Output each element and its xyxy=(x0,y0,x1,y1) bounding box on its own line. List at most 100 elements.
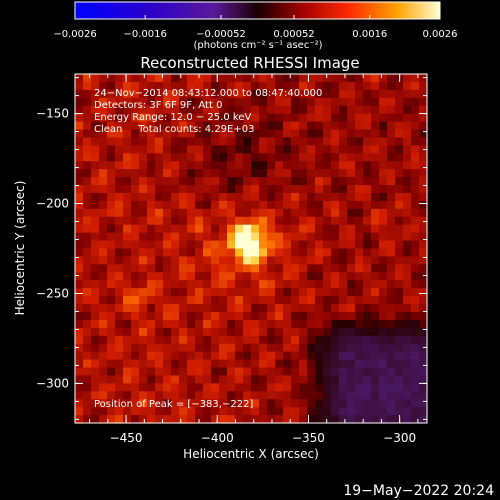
heatmap-cell xyxy=(323,81,332,91)
heatmap-cell xyxy=(203,264,212,273)
heatmap-cell xyxy=(243,375,252,384)
heatmap-cell xyxy=(339,216,348,226)
heatmap-cell xyxy=(211,89,220,99)
colorbar-tick-label: −0.0016 xyxy=(124,29,167,40)
heatmap-cell xyxy=(91,256,100,265)
heatmap-cell xyxy=(115,74,124,83)
heatmap-cell xyxy=(283,185,292,194)
heatmap-cell xyxy=(315,153,324,162)
heatmap-cell xyxy=(107,415,116,424)
heatmap-cell xyxy=(179,129,188,139)
heatmap-cell xyxy=(307,216,316,226)
heatmap-cell xyxy=(75,89,84,99)
heatmap-cell xyxy=(419,304,428,313)
heatmap-cell xyxy=(363,169,372,178)
heatmap-cell xyxy=(403,105,412,115)
heatmap-cell xyxy=(91,343,100,353)
heatmap-cell xyxy=(187,248,196,258)
heatmap-cell xyxy=(99,121,108,131)
heatmap-cell xyxy=(299,169,308,178)
heatmap-cell xyxy=(411,391,420,400)
heatmap-cell xyxy=(139,192,148,202)
heatmap-cell xyxy=(403,415,412,424)
heatmap-cell xyxy=(275,216,284,226)
heatmap-cell xyxy=(339,272,348,281)
heatmap-cell xyxy=(323,415,332,424)
heatmap-cell xyxy=(411,248,420,258)
heatmap-cell xyxy=(387,319,396,329)
heatmap-cell xyxy=(147,351,156,361)
heatmap-cell xyxy=(251,145,260,154)
heatmap-cell xyxy=(259,304,268,313)
heatmap-cell xyxy=(411,169,420,178)
heatmap-cell xyxy=(395,335,404,345)
heatmap-cell xyxy=(171,296,180,305)
heatmap-cell xyxy=(75,161,84,170)
heatmap-cell xyxy=(227,327,236,337)
heatmap-cell xyxy=(419,272,428,281)
colorbar-tick-label: −0.0026 xyxy=(53,29,96,40)
heatmap-cell xyxy=(243,177,252,186)
heatmap-cell xyxy=(235,256,244,265)
heatmap-cell xyxy=(283,407,292,416)
heatmap-cell xyxy=(411,113,420,123)
heatmap-cell xyxy=(291,145,300,154)
heatmap-cell xyxy=(387,192,396,202)
heatmap-cell xyxy=(131,216,140,226)
heatmap-cell xyxy=(227,192,236,202)
heatmap-cell xyxy=(307,232,316,242)
heatmap-cell xyxy=(227,407,236,416)
heatmap-cell xyxy=(179,375,188,384)
heatmap-cell xyxy=(91,375,100,384)
heatmap-cell xyxy=(227,415,236,424)
heatmap-cell xyxy=(331,208,340,218)
heatmap-cell xyxy=(235,121,244,131)
heatmap-cell xyxy=(331,327,340,337)
heatmap-cell xyxy=(187,153,196,162)
heatmap-cell xyxy=(355,304,364,313)
heatmap-cell xyxy=(339,327,348,337)
heatmap-cell xyxy=(123,327,132,337)
heatmap-cell xyxy=(179,367,188,377)
heatmap-cell xyxy=(363,296,372,305)
heatmap-cell xyxy=(315,415,324,424)
heatmap-cell xyxy=(339,264,348,273)
heatmap-cell xyxy=(219,383,228,392)
heatmap-cell xyxy=(163,169,172,178)
heatmap-cell xyxy=(83,399,92,408)
heatmap-cell xyxy=(267,407,276,416)
heatmap-cell xyxy=(419,208,428,218)
heatmap-cell xyxy=(131,399,140,408)
heatmap-cell xyxy=(315,351,324,361)
heatmap-cell xyxy=(307,391,316,400)
heatmap-cell xyxy=(203,288,212,297)
heatmap-cell xyxy=(331,343,340,353)
heatmap-cell xyxy=(347,216,356,226)
heatmap-cell xyxy=(419,264,428,273)
heatmap-cell xyxy=(355,248,364,258)
heatmap-cell xyxy=(91,81,100,91)
heatmap-cell xyxy=(219,153,228,162)
heatmap-cell xyxy=(323,335,332,345)
heatmap-cell xyxy=(347,311,356,321)
heatmap-cell xyxy=(131,74,140,83)
heatmap-cell xyxy=(323,367,332,377)
heatmap-cell xyxy=(299,367,308,377)
heatmap-cell xyxy=(83,288,92,297)
heatmap-cell xyxy=(147,185,156,194)
heatmap-cell xyxy=(107,407,116,416)
heatmap-cell xyxy=(323,97,332,107)
heatmap-cell xyxy=(387,280,396,289)
heatmap-cell xyxy=(283,232,292,242)
heatmap-cell xyxy=(187,304,196,313)
heatmap-cell xyxy=(347,288,356,297)
heatmap-cell xyxy=(331,137,340,146)
heatmap-cell xyxy=(307,177,316,186)
heatmap-cell xyxy=(123,177,132,186)
heatmap-cell xyxy=(139,359,148,369)
heatmap-cell xyxy=(179,177,188,186)
heatmap-cell xyxy=(99,311,108,321)
heatmap-cell xyxy=(403,343,412,353)
heatmap-cell xyxy=(355,359,364,369)
heatmap-cell xyxy=(99,81,108,91)
